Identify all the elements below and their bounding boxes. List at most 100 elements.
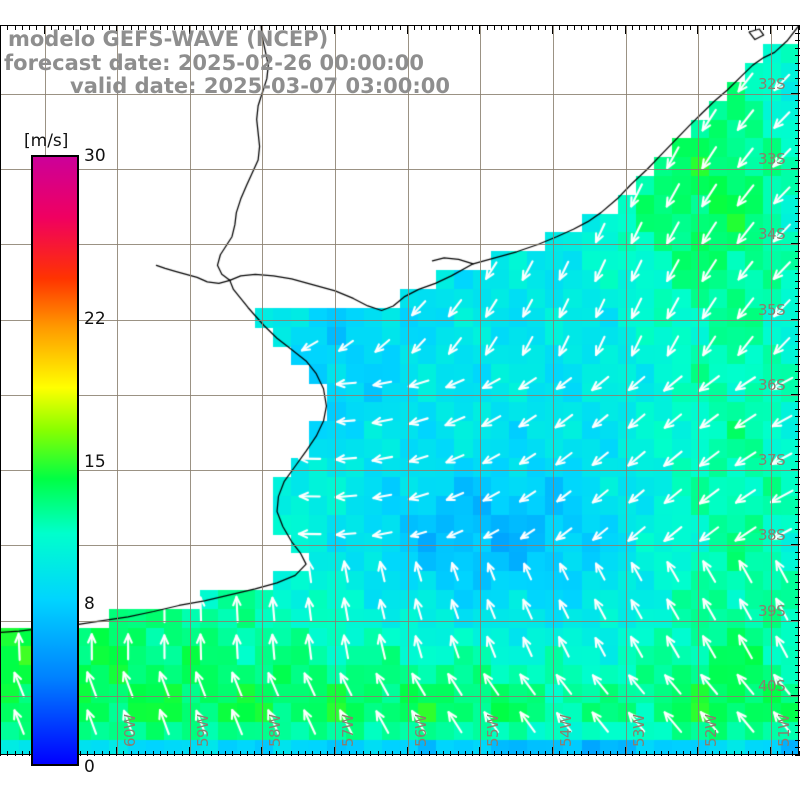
lat-label-36S: 36S [758, 376, 786, 394]
tick-mark [458, 25, 459, 30]
tick-mark [795, 484, 800, 485]
lat-label-37S: 37S [758, 451, 786, 469]
tick-mark [791, 243, 800, 244]
tick-mark [795, 221, 800, 222]
tick-mark [770, 747, 771, 756]
gridline-lon-58W [262, 26, 263, 754]
tick-mark [795, 492, 800, 493]
tick-mark [795, 725, 800, 726]
tick-mark [36, 25, 37, 30]
lat-label-35S: 35S [758, 301, 786, 319]
gridline-lat-40S [1, 696, 798, 697]
tick-mark [94, 25, 95, 30]
tick-mark [581, 25, 582, 30]
colorbar-unit-label: [m/s] [24, 131, 69, 151]
tick-mark [138, 25, 139, 30]
tick-mark [795, 160, 800, 161]
tick-mark [795, 627, 800, 628]
tick-mark [429, 25, 430, 30]
lon-label-59W: 59W [194, 714, 212, 747]
gridline-lon-51W [771, 26, 772, 754]
tick-mark [795, 717, 800, 718]
tick-mark [356, 751, 357, 756]
tick-mark [795, 559, 800, 560]
tick-mark [795, 349, 800, 350]
tick-mark [795, 63, 800, 64]
lon-label-58W: 58W [266, 714, 284, 747]
tick-mark [87, 751, 88, 756]
tick-mark [203, 25, 204, 30]
tick-mark [795, 145, 800, 146]
tick-mark [276, 751, 277, 756]
gridline-lat-35S [1, 320, 798, 321]
tick-mark [7, 751, 8, 756]
lon-label-54W: 54W [557, 714, 575, 747]
tick-mark [182, 25, 183, 30]
tick-mark [795, 612, 800, 613]
tick-mark [791, 93, 800, 94]
tick-mark [683, 751, 684, 756]
tick-mark [712, 751, 713, 756]
tick-mark [545, 25, 546, 30]
tick-mark [102, 751, 103, 756]
tick-mark [516, 25, 517, 30]
tick-mark [211, 25, 212, 30]
tick-mark [385, 751, 386, 756]
tick-mark [625, 25, 626, 34]
tick-mark [508, 25, 509, 30]
colorbar[interactable] [31, 155, 79, 766]
map-plot-area[interactable] [0, 25, 799, 755]
tick-mark [378, 25, 379, 30]
lat-label-38S: 38S [758, 526, 786, 544]
tick-mark [795, 236, 800, 237]
tick-mark [791, 695, 800, 696]
tick-mark [109, 751, 110, 756]
tick-mark [610, 751, 611, 756]
tick-mark [254, 751, 255, 756]
tick-mark [189, 747, 190, 756]
axis-ticks-bottom [0, 746, 800, 756]
tick-mark [795, 48, 800, 49]
tick-mark [719, 25, 720, 30]
tick-mark [298, 751, 299, 756]
tick-mark [102, 25, 103, 30]
tick-mark [792, 751, 793, 756]
gridline-lat-39S [1, 621, 798, 622]
tick-mark [791, 544, 800, 545]
tick-mark [421, 25, 422, 30]
lon-label-56W: 56W [412, 714, 430, 747]
tick-mark [795, 552, 800, 553]
lat-label-32S: 32S [758, 75, 786, 93]
tick-mark [80, 25, 81, 30]
tick-mark [153, 751, 154, 756]
tick-mark [625, 747, 626, 756]
tick-mark [791, 620, 800, 621]
tick-mark [211, 751, 212, 756]
tick-mark [795, 514, 800, 515]
tick-mark [0, 25, 1, 30]
tick-mark [795, 258, 800, 259]
tick-mark [247, 751, 248, 756]
tick-mark [501, 751, 502, 756]
tick-mark [777, 25, 778, 30]
tick-mark [123, 751, 124, 756]
tick-mark [795, 183, 800, 184]
tick-mark [254, 25, 255, 30]
tick-mark [588, 25, 589, 30]
tick-mark [567, 25, 568, 30]
tick-mark [298, 25, 299, 30]
tick-mark [676, 25, 677, 30]
tick-mark [392, 25, 393, 30]
tick-mark [269, 25, 270, 30]
tick-mark [748, 751, 749, 756]
tick-mark [795, 672, 800, 673]
colorbar-tick-0: 0 [84, 757, 95, 777]
tick-mark [726, 751, 727, 756]
tick-mark [697, 25, 698, 34]
tick-mark [523, 25, 524, 30]
tick-mark [795, 702, 800, 703]
tick-mark [596, 25, 597, 30]
tick-mark [795, 364, 800, 365]
lat-label-39S: 39S [758, 602, 786, 620]
tick-mark [795, 424, 800, 425]
